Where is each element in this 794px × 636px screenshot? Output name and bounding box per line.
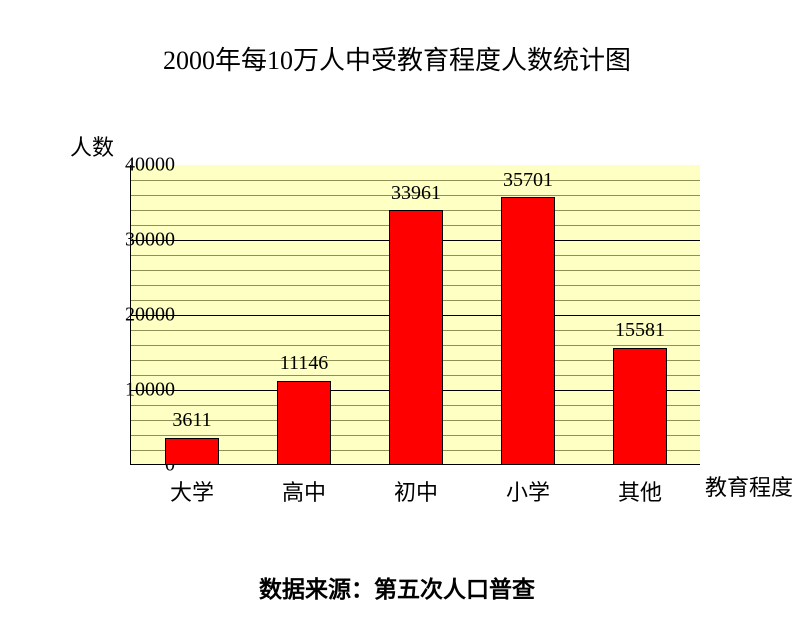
x-cat-0: 大学 xyxy=(170,475,214,507)
source-label: 数据来源：第五次人口普查 xyxy=(0,570,794,604)
chart-title: 2000年每10万人中受教育程度人数统计图 xyxy=(0,40,794,77)
bar-value-0: 3611 xyxy=(132,409,252,432)
x-axis-title: 教育程度 xyxy=(705,470,793,502)
bar-daxue xyxy=(165,438,219,465)
bar-gaozhong xyxy=(277,381,331,465)
bar-value-4: 15581 xyxy=(580,319,700,342)
bar-value-3: 35701 xyxy=(468,169,588,192)
x-cat-1: 高中 xyxy=(282,475,326,507)
bar-qita xyxy=(613,348,667,465)
bar-value-1: 11146 xyxy=(244,352,364,375)
x-cat-4: 其他 xyxy=(618,475,662,507)
x-cat-3: 小学 xyxy=(506,475,550,507)
bar-value-2: 33961 xyxy=(356,182,476,205)
bar-chuzhong xyxy=(389,210,443,465)
x-cat-2: 初中 xyxy=(394,475,438,507)
chart-area: 40000 30000 20000 10000 0 3611 11146 339… xyxy=(40,155,760,525)
bars-container: 3611 11146 33961 35701 15581 xyxy=(130,165,700,465)
bar-xiaoxue xyxy=(501,197,555,465)
